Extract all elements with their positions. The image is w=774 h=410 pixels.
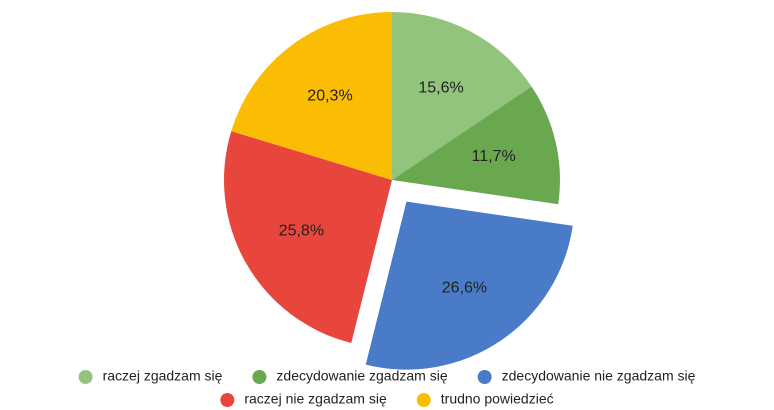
value-label: 11,7%: [471, 148, 515, 165]
pie-slice: [231, 12, 392, 180]
legend-marker: [416, 393, 431, 407]
pie-slice: [392, 12, 532, 180]
pie-slice: [224, 131, 392, 343]
value-label: 25,8%: [279, 223, 324, 240]
legend-label: zdecydowanie zgadzam się: [276, 368, 447, 384]
legend-marker: [477, 370, 492, 384]
legend-marker: [78, 370, 93, 384]
value-label: 20,3%: [307, 88, 352, 105]
value-label: 15,6%: [418, 79, 463, 96]
pie-slice: [392, 86, 560, 205]
legend-label: raczej nie zgadzam się: [244, 391, 387, 407]
legend-label: zdecydowanie nie zgadzam się: [502, 368, 696, 384]
value-label: 26,6%: [442, 279, 487, 296]
legend-label: trudno powiedzieć: [441, 391, 554, 407]
pie-slice: [365, 201, 573, 370]
legend-marker: [252, 370, 267, 384]
legend-marker: [220, 393, 235, 407]
legend-label: raczej zgadzam się: [103, 368, 223, 384]
